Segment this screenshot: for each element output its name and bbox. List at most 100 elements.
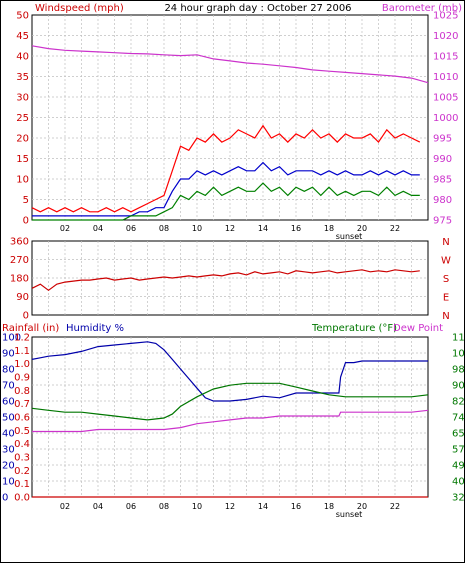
direction-left-ticks: 360 270 180 90 0 xyxy=(10,237,29,322)
wind-min-line xyxy=(32,182,420,221)
barometer-axis-label: Barometer (mb) xyxy=(382,3,462,14)
temperature-axis-label: Temperature (°F) xyxy=(311,323,397,334)
x-tick-label: 14 xyxy=(258,224,268,233)
direction-grid xyxy=(32,241,428,315)
rainfall-axis-label: Rainfall (in) xyxy=(2,323,59,334)
sunset-marker-bottom: sunset xyxy=(336,510,363,519)
x-tick-label: 14 xyxy=(258,502,268,511)
x-tick-label: 06 xyxy=(126,224,136,233)
x-tick-label: 10 xyxy=(192,224,202,233)
humidity-tick-label: 40 xyxy=(2,429,15,440)
humidity-line xyxy=(31,341,428,402)
humidity-axis-label: Humidity % xyxy=(66,323,124,334)
dewpoint-axis-label: Dew Point xyxy=(393,323,443,334)
wind-left-ticks: 0 5 10 15 20 25 30 35 40 45 50 xyxy=(16,11,29,227)
wind-tick-label: 45 xyxy=(16,31,29,42)
x-tick-label: 08 xyxy=(159,224,169,233)
x-tick-label: 16 xyxy=(291,224,301,233)
humidity-tick-label: 0 xyxy=(2,493,8,504)
wind-avg-line xyxy=(32,161,420,217)
temperature-tick-label: 65 xyxy=(452,429,465,440)
barometer-tick-label: 1015 xyxy=(433,52,458,63)
wind-tick-label: 15 xyxy=(16,154,29,165)
rain-tick-label: 0.9 xyxy=(14,373,30,384)
x-tick-label: 20 xyxy=(357,502,367,511)
wind-tick-label: 40 xyxy=(16,52,29,63)
compass-label: S xyxy=(443,274,449,285)
x-tick-label: 04 xyxy=(93,502,103,511)
wind-series xyxy=(31,45,429,221)
direction-tick-label: 180 xyxy=(10,274,29,285)
wind-gust-line xyxy=(31,124,421,213)
x-tick-label: 16 xyxy=(291,502,301,511)
x-tick-label: 22 xyxy=(390,224,400,233)
humidity-tick-label: 30 xyxy=(2,445,15,456)
wind-tick-label: 0 xyxy=(23,216,29,227)
rain-ticks: 1.2 1.1 1.0 0.9 0.8 0.7 0.6 0.5 0.4 0.3 0.2 0.1 0.0 xyxy=(14,333,30,504)
wind-axis-label: Windspeed (mph) xyxy=(35,3,124,14)
humidity-tick-label: 70 xyxy=(2,381,15,392)
wind-direction-line xyxy=(31,269,420,292)
temperature-tick-label: 74 xyxy=(452,413,465,424)
temperature-tick-label: 57 xyxy=(452,445,465,456)
humidity-tick-label: 90 xyxy=(2,349,15,360)
climate-x-ticks: 02 04 06 08 10 12 14 16 18 20 22 xyxy=(60,502,400,511)
temperature-tick-label: 90 xyxy=(452,381,465,392)
wind-tick-label: 5 xyxy=(23,195,29,206)
temperature-tick-label: 49 xyxy=(452,461,465,472)
rain-tick-label: 0.4 xyxy=(14,439,30,450)
barometer-tick-label: 1005 xyxy=(433,93,458,104)
rain-tick-label: 0.2 xyxy=(14,466,30,477)
humidity-tick-label: 50 xyxy=(2,413,15,424)
chart-title: 24 hour graph day : October 27 2006 xyxy=(164,3,351,14)
temperature-tick-label: 40 xyxy=(452,477,465,488)
temperature-line xyxy=(31,382,429,421)
compass-label: E xyxy=(443,293,449,304)
wind-tick-label: 25 xyxy=(16,113,29,124)
humidity-tick-label: 60 xyxy=(2,397,15,408)
barometer-tick-label: 1020 xyxy=(433,31,458,42)
humidity-tick-label: 20 xyxy=(2,461,15,472)
barometer-tick-label: 990 xyxy=(433,154,452,165)
x-tick-label: 12 xyxy=(225,224,235,233)
rain-tick-label: 0.0 xyxy=(14,493,30,504)
rain-tick-label: 1.2 xyxy=(14,333,30,344)
rain-tick-label: 0.1 xyxy=(14,479,30,490)
compass-label: W xyxy=(441,256,451,267)
humidity-tick-label: 10 xyxy=(2,477,15,488)
barometer-tick-label: 975 xyxy=(433,216,452,227)
dewpoint-line xyxy=(32,409,429,433)
x-tick-label: 18 xyxy=(324,502,334,511)
barometer-tick-label: 1010 xyxy=(433,72,458,83)
climate-grid xyxy=(32,337,428,497)
temperature-ticks: 115 107 98 90 82 74 65 57 49 40 32 xyxy=(452,333,465,504)
wind-tick-label: 35 xyxy=(16,72,29,83)
x-tick-label: 02 xyxy=(60,502,70,511)
rain-tick-label: 1.1 xyxy=(14,346,30,357)
barometer-tick-label: 1025 xyxy=(433,11,458,22)
temperature-tick-label: 32 xyxy=(452,493,465,504)
x-tick-label: 06 xyxy=(126,502,136,511)
rain-tick-label: 0.8 xyxy=(14,386,30,397)
x-tick-label: 18 xyxy=(324,224,334,233)
wind-tick-label: 50 xyxy=(16,11,29,22)
barometer-tick-label: 985 xyxy=(433,175,452,186)
humidity-tick-label: 80 xyxy=(2,365,15,376)
barometer-tick-label: 980 xyxy=(433,195,452,206)
x-tick-label: 22 xyxy=(390,502,400,511)
sunset-marker-top: sunset xyxy=(336,232,363,241)
direction-tick-label: 360 xyxy=(10,237,29,248)
humidity-tick-label: 100 xyxy=(2,333,21,344)
temperature-tick-label: 107 xyxy=(452,349,465,360)
climate-series xyxy=(31,341,429,498)
direction-tick-label: 0 xyxy=(23,311,29,322)
rain-tick-label: 0.7 xyxy=(14,399,30,410)
temperature-tick-label: 115 xyxy=(452,333,465,344)
direction-series xyxy=(31,269,420,292)
x-tick-label: 08 xyxy=(159,502,169,511)
barometer-tick-label: 995 xyxy=(433,134,452,145)
